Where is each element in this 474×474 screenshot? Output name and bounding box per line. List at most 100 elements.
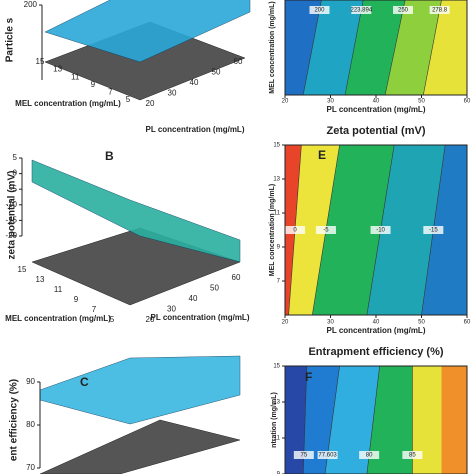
mel-tick-label: 9 [91,80,96,89]
panel-label: F [305,370,312,384]
pl-axis-label: PL concentration (mg/mL) [146,125,245,134]
chart-title: Zeta potential (mV) [326,125,425,137]
surface-panel: 200 Particle s 15 13 11 9 7 5 MEL concentration … [5,0,251,134]
contour-region [423,0,467,95]
y-tick-label: 15 [273,364,280,370]
surface-panel: 90 80 70 ent efficiency (%) C [9,355,241,474]
y-tick-label: 7 [277,279,281,285]
x-tick-label: 30 [327,320,334,326]
pl-tick-label: 20 [146,99,155,108]
contour-label: 250 [398,8,409,14]
z-tick-label: 90 [26,377,35,386]
mel-tick-label: 15 [36,57,45,66]
x-tick-label: 50 [418,320,425,326]
mel-tick-label: 13 [53,65,62,74]
x-tick-label: 40 [373,320,380,326]
contour-region [385,0,442,95]
z-axis-label: Particle s [5,17,16,62]
pl-tick-label: 40 [189,294,198,303]
mel-tick-label: 11 [71,72,80,81]
y-tick-label: 15 [273,143,280,149]
pl-tick-label: 50 [212,68,221,77]
x-tick-label: 20 [282,99,289,105]
mel-tick-label: 5 [126,95,131,104]
y-axis-label: ntration (mg/mL) [271,392,278,448]
y-tick-label: 9 [277,472,281,474]
contour-region [412,366,442,474]
contour-line [302,0,322,96]
contour-label: 80 [366,453,373,459]
contour-region [288,145,340,315]
z-tick-label: 200 [24,0,38,9]
response-surface [39,355,241,425]
x-axis-label: PL concentration (mg/mL) [327,105,426,114]
chart-title: Entrapment efficiency (%) [308,346,443,358]
mel-tick-label: 7 [108,88,113,97]
contour-region [366,145,446,315]
mel-tick-label: 7 [92,305,97,314]
contour-region [312,145,395,315]
z-axis-label: ent efficiency (%) [9,379,20,461]
contour-label: -10 [376,228,385,234]
z-tick-label: 0 [13,169,18,178]
pl-tick-label: 50 [210,284,219,293]
y-tick-label: 13 [273,177,280,183]
contour-label-box [359,451,380,459]
x-tick-label: 50 [418,99,425,105]
x-axis-label: PL concentration (mg/mL) [327,326,426,335]
z-tick-label: 70 [26,463,35,472]
contour-label: 278.8 [432,8,448,14]
pl-axis-label: PL concentration (mg/mL) [151,313,250,322]
contour-label: -15 [429,228,438,234]
x-tick-label: 60 [464,320,471,326]
contour-label-box [370,226,391,234]
y-tick-label: 11 [274,436,281,442]
y-axis-label: MEL concentration (mg/mL) [269,184,276,276]
mel-tick-label: 13 [36,275,45,284]
contour-label-box [423,226,444,234]
contour-panel: 0 -5 -10 -15 20 30 40 50 60 15 13 11 9 7 PL concentrat… [269,125,471,335]
contour-label-box [309,6,330,14]
contour-panel: 200 223.894 250 278.8 20 30 40 50 60 PL concentra… [269,0,471,114]
z-tick-label: -20 [5,231,17,240]
pl-tick-label: 60 [234,57,243,66]
contour-region [303,0,364,95]
contour-region [325,366,380,474]
contour-label: 77.603 [318,453,337,459]
z-tick-label: 80 [26,420,35,429]
z-tick-label: -5 [10,184,18,193]
y-tick-label: 11 [274,211,281,217]
y-tick-label: 13 [273,400,280,406]
contour-line [384,0,406,96]
contour-label-box [293,451,314,459]
contour-label-box [317,451,338,459]
contour-label: 0 [293,228,297,234]
x-tick-label: 20 [282,320,289,326]
y-axis-label: MEL concentration (mg/mL) [269,1,276,93]
plot-frame [284,365,468,474]
contour-region [441,366,467,474]
contour-label: 75 [300,453,307,459]
pl-tick-label: 30 [168,89,177,98]
contour-line [423,0,442,96]
z-tick-label: -10 [5,200,17,209]
contour-label: 200 [314,8,325,14]
contour-label: 85 [409,453,416,459]
contour-label-box [402,451,423,459]
contour-label-box [351,6,372,14]
panel-label: C [80,375,89,389]
y-tick-label: 9 [277,245,281,251]
contour-label-box [429,6,450,14]
x-tick-label: 30 [327,99,334,105]
mel-axis-label: MEL concentration (mg/mL) [5,314,111,323]
contour-region [366,366,413,474]
mel-tick-label: 9 [74,295,79,304]
pl-tick-label: 60 [232,273,241,282]
pl-tick-label: 40 [190,78,199,87]
base-plane [39,419,241,474]
contour-label-box [393,6,414,14]
panel-label: E [318,148,326,162]
mel-tick-label: 15 [18,265,27,274]
